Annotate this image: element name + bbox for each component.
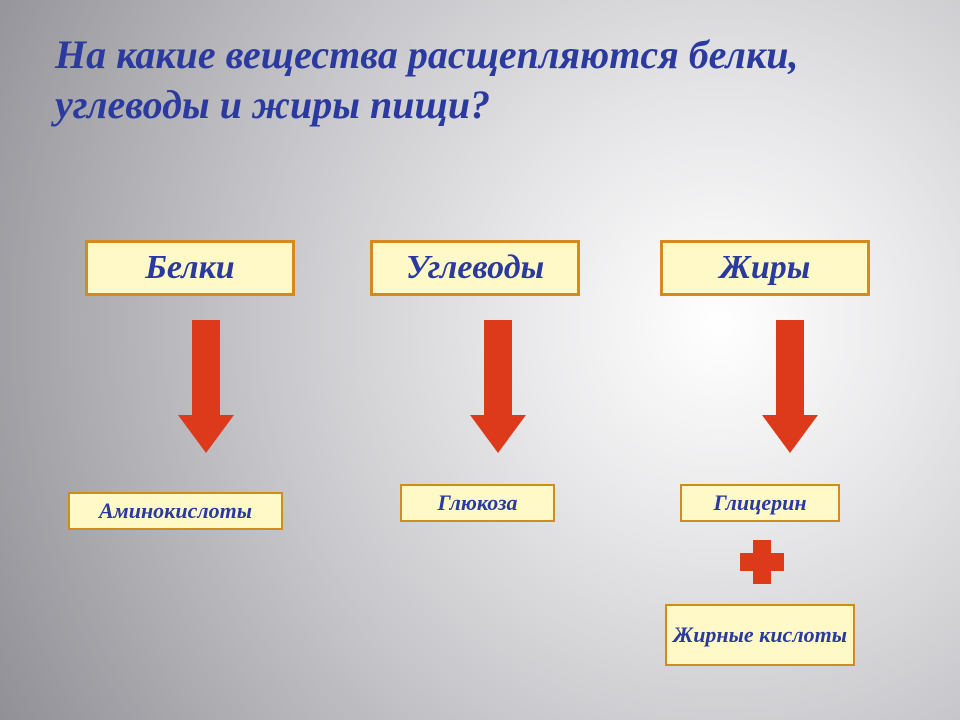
bottom-box-2: Глицерин [680,484,840,522]
top-box-label-1: Углеводы [406,249,544,287]
top-box-2: Жиры [660,240,870,296]
top-box-1: Углеводы [370,240,580,296]
bottom-box-1: Глюкоза [400,484,555,522]
plus-icon [740,540,784,584]
bottom-box-label-0: Аминокислоты [99,498,252,524]
bottom-box-label-1: Глюкоза [437,490,517,516]
arrow-down-icon [470,320,526,453]
box-fatty-acids: Жирные кислоты [665,604,855,666]
arrow-down-icon [762,320,818,453]
box-fatty-acids-label: Жирные кислоты [673,622,847,647]
top-box-0: Белки [85,240,295,296]
bottom-box-0: Аминокислоты [68,492,283,530]
bottom-box-label-2: Глицерин [713,490,806,516]
arrow-down-icon [178,320,234,453]
top-box-label-2: Жиры [720,249,811,287]
slide-title: На какие вещества расщепляются белки, уг… [55,30,875,130]
top-box-label-0: Белки [145,249,234,287]
